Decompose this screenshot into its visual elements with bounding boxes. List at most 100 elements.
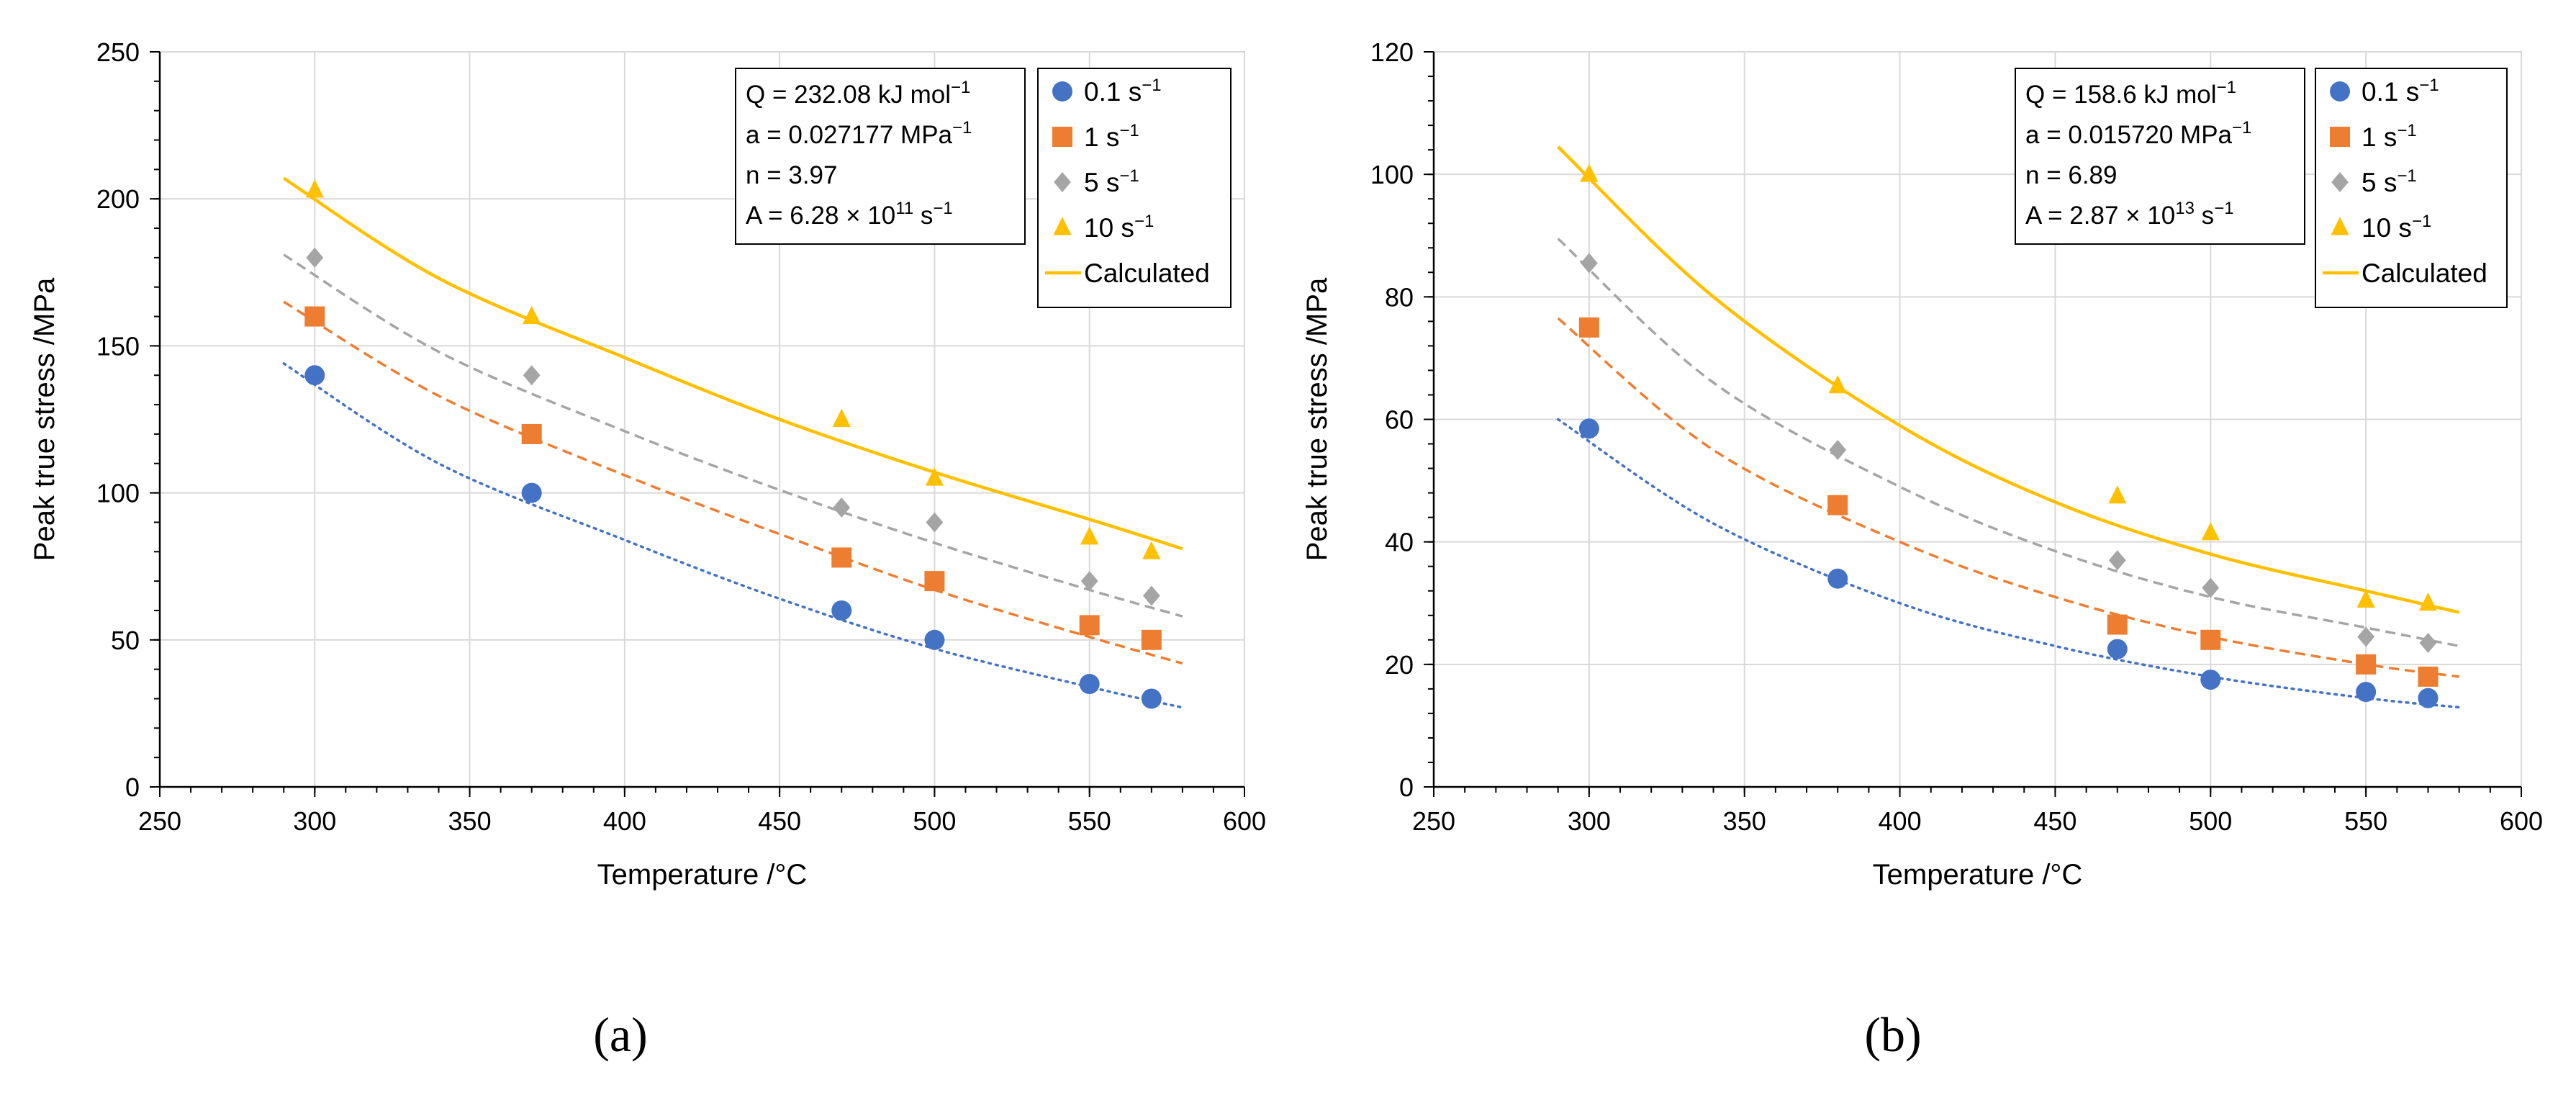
data-point xyxy=(1080,526,1099,545)
data-point xyxy=(523,305,541,325)
data-point xyxy=(1829,440,1847,461)
calculated-curve xyxy=(1557,145,2460,614)
chart-panel-b: 250 300 350 400 450 500 550 600 0 20 40 60 80 100 120 T… xyxy=(1301,37,2543,891)
data-point xyxy=(1142,541,1161,559)
fit-curve xyxy=(282,362,1184,709)
x-axis-title: Temperature /°C xyxy=(1873,859,2083,891)
legend-entry: 1 s−1 xyxy=(1084,121,1139,152)
x-tick-label: 400 xyxy=(603,806,646,836)
y-axis-title: Peak true stress /MPa xyxy=(1301,277,1333,561)
y-tick-label: 100 xyxy=(1370,160,1414,189)
legend-marker xyxy=(1052,81,1072,102)
y-tick-label: 0 xyxy=(1399,773,1414,802)
legend-entry: 0.1 s−1 xyxy=(1084,76,1162,107)
x-tick-label: 250 xyxy=(138,806,181,836)
legend-marker xyxy=(1053,217,1072,235)
fit-curve xyxy=(283,253,1183,618)
y-tick-label: 60 xyxy=(1385,405,1414,435)
x-tick-label: 550 xyxy=(1068,806,1111,836)
data-point xyxy=(305,179,324,198)
data-point xyxy=(924,571,945,592)
data-point xyxy=(304,306,325,327)
data-point xyxy=(2202,577,2220,598)
legend-marker xyxy=(1054,172,1071,192)
data-point xyxy=(2356,654,2377,675)
legend-marker xyxy=(1052,127,1072,147)
legend-entry: 5 s−1 xyxy=(2362,166,2417,197)
data-point xyxy=(2107,639,2128,659)
panel-label-b: (b) xyxy=(1864,1007,1921,1062)
legend xyxy=(1037,68,1231,308)
legend-marker xyxy=(2331,172,2349,192)
data-point xyxy=(831,600,852,621)
parameter-box xyxy=(735,68,1026,245)
x-tick-label: 450 xyxy=(2033,806,2076,836)
data-point xyxy=(831,547,852,568)
fit-curve xyxy=(1557,317,2459,678)
data-point xyxy=(926,512,944,533)
x-tick-label: 500 xyxy=(2189,806,2232,836)
legend xyxy=(2315,68,2508,308)
x-tick-label: 300 xyxy=(1568,806,1611,836)
data-point xyxy=(304,365,325,386)
parameter-line: Q = 232.08 kJ mol−1 xyxy=(746,78,970,109)
data-point xyxy=(2108,550,2126,571)
data-point xyxy=(521,482,542,503)
fit-curve xyxy=(1557,238,2459,648)
y-tick-label: 100 xyxy=(96,479,140,508)
data-point xyxy=(1079,674,1100,695)
y-tick-label: 200 xyxy=(96,184,140,214)
parameter-line: A = 6.28 × 1011 s−1 xyxy=(746,199,953,230)
data-point xyxy=(2357,626,2375,647)
data-point xyxy=(1080,571,1098,592)
parameter-line: A = 2.87 × 1013 s−1 xyxy=(2025,199,2234,230)
data-point xyxy=(2201,522,2220,541)
x-axis-title: Temperature /°C xyxy=(597,859,808,891)
x-tick-label: 450 xyxy=(758,806,801,836)
data-point xyxy=(2200,670,2221,690)
legend-entry-calculated: Calculated xyxy=(1084,258,1210,288)
x-tick-label: 250 xyxy=(1412,806,1455,836)
data-point xyxy=(2107,614,2128,635)
data-point xyxy=(1142,585,1160,606)
parameter-line: a = 0.015720 MPa−1 xyxy=(2025,118,2251,149)
data-point xyxy=(2418,688,2439,708)
data-point xyxy=(2418,666,2439,687)
y-tick-label: 250 xyxy=(96,37,140,67)
legend-entry-calculated: Calculated xyxy=(2362,258,2487,288)
legend-entry: 10 s−1 xyxy=(2362,212,2431,243)
y-tick-label: 0 xyxy=(125,773,140,802)
x-tick-label: 600 xyxy=(2500,806,2543,836)
y-tick-label: 40 xyxy=(1385,528,1414,557)
legend-marker xyxy=(2330,127,2350,147)
data-point xyxy=(2419,633,2437,654)
y-axis-title: Peak true stress /MPa xyxy=(29,277,60,561)
data-point xyxy=(521,423,542,444)
x-tick-label: 600 xyxy=(1223,806,1266,836)
y-tick-label: 120 xyxy=(1370,37,1414,67)
data-point xyxy=(1580,163,1599,182)
data-point xyxy=(2356,682,2377,703)
y-tick-label: 80 xyxy=(1385,282,1414,312)
data-point xyxy=(1141,688,1162,709)
data-point xyxy=(1578,418,1599,439)
data-point xyxy=(1079,615,1100,636)
data-point xyxy=(1580,253,1598,274)
parameter-line: n = 6.89 xyxy=(2025,161,2117,189)
data-point xyxy=(1828,375,1847,394)
data-point xyxy=(1578,317,1599,338)
data-point xyxy=(832,408,851,427)
data-point xyxy=(2356,589,2375,608)
data-point xyxy=(523,365,541,386)
legend-entry: 1 s−1 xyxy=(2362,121,2417,152)
data-point xyxy=(924,629,945,650)
y-tick-label: 20 xyxy=(1385,650,1414,680)
x-tick-label: 350 xyxy=(448,806,492,836)
parameter-box xyxy=(2015,68,2305,245)
x-tick-label: 400 xyxy=(1879,806,1922,836)
parameter-line: n = 3.97 xyxy=(746,161,837,189)
legend-marker xyxy=(2330,81,2350,102)
legend-entry: 10 s−1 xyxy=(1084,212,1154,243)
x-tick-label: 550 xyxy=(2344,806,2387,836)
